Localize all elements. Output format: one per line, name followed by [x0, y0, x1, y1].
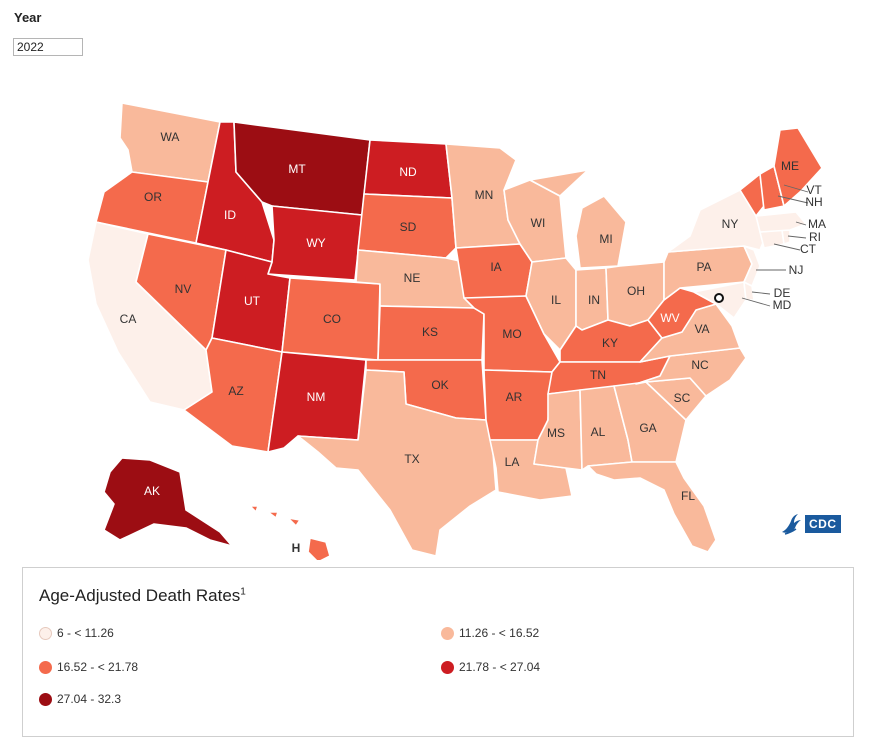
- leader-line: [741, 297, 771, 307]
- leader-line: [777, 195, 809, 204]
- state-label-UT: UT: [244, 294, 261, 308]
- state-label-IN: IN: [588, 293, 600, 307]
- legend-item-label: 11.26 - < 16.52: [459, 626, 540, 640]
- leader-line: [787, 235, 807, 239]
- legend-item-label: 6 - < 11.26: [57, 626, 114, 640]
- state-label-NH: NH: [805, 195, 822, 209]
- state-label-MI: MI: [599, 232, 612, 246]
- legend-swatch: [39, 660, 52, 674]
- state-KS[interactable]: [377, 305, 485, 361]
- state-label-WA: WA: [161, 130, 180, 144]
- legend-item-label: 27.04 - 32.3: [57, 692, 122, 706]
- state-label-NY: NY: [722, 217, 739, 231]
- state-HI[interactable]: [249, 505, 331, 560]
- cdc-logo: CDC: [780, 512, 841, 536]
- state-label-SC: SC: [674, 391, 691, 405]
- state-label-MS: MS: [547, 426, 565, 440]
- year-input[interactable]: [13, 38, 83, 56]
- state-MA[interactable]: [755, 211, 807, 233]
- leader-line: [751, 291, 771, 295]
- legend-swatch: [39, 626, 52, 640]
- state-label-SD: SD: [400, 220, 417, 234]
- state-label-MO: MO: [502, 327, 521, 341]
- state-label-OH: OH: [627, 284, 645, 298]
- legend-item: 27.04 - 32.3: [39, 692, 121, 706]
- state-label-IL: IL: [551, 293, 561, 307]
- state-label-KY: KY: [602, 336, 618, 350]
- hhs-eagle-icon: [782, 514, 801, 535]
- year-filter-label: Year: [14, 10, 42, 25]
- state-label-KS: KS: [422, 325, 438, 339]
- state-TX[interactable]: [297, 369, 497, 557]
- state-label-AK: AK: [144, 484, 160, 498]
- state-label-VT: VT: [806, 183, 822, 197]
- state-label-NE: NE: [404, 271, 421, 285]
- state-label-DE: DE: [774, 286, 791, 300]
- state-label-HI: H: [292, 541, 301, 555]
- cdc-logo-text: CDC: [805, 515, 841, 533]
- state-label-TX: TX: [404, 452, 419, 466]
- state-label-VA: VA: [694, 322, 709, 336]
- state-AK[interactable]: [103, 457, 233, 547]
- state-SD[interactable]: [357, 193, 457, 259]
- state-label-AZ: AZ: [228, 384, 243, 398]
- state-label-CT: CT: [800, 242, 817, 256]
- leader-line: [773, 243, 801, 251]
- legend-swatch: [441, 626, 454, 640]
- state-label-MD: MD: [773, 298, 792, 312]
- state-label-ND: ND: [399, 165, 417, 179]
- state-FL[interactable]: [587, 461, 717, 553]
- legend-item: 16.52 - < 21.78: [39, 660, 138, 674]
- state-label-MN: MN: [475, 188, 494, 202]
- state-label-NC: NC: [691, 358, 709, 372]
- state-label-AR: AR: [506, 390, 523, 404]
- state-label-WY: WY: [306, 236, 325, 250]
- state-NJ[interactable]: [743, 245, 761, 287]
- legend-swatch: [39, 692, 52, 706]
- us-choropleth-map: WA OR CA ID NV MT WY UT AZ CO NM ND SD N…: [87, 102, 826, 560]
- state-label-NV: NV: [175, 282, 192, 296]
- legend-footnote: 1: [240, 586, 246, 598]
- state-label-MT: MT: [288, 162, 306, 176]
- state-label-NJ: NJ: [789, 263, 804, 277]
- state-label-PA: PA: [696, 260, 711, 274]
- state-label-RI: RI: [809, 230, 821, 244]
- state-label-FL: FL: [681, 489, 695, 503]
- legend-item-label: 21.78 - < 27.04: [459, 660, 541, 674]
- state-label-CA: CA: [120, 312, 137, 326]
- legend-title: Age-Adjusted Death Rates1: [39, 586, 246, 605]
- state-label-TN: TN: [590, 368, 606, 382]
- leader-line: [783, 184, 809, 193]
- legend-item: 11.26 - < 16.52: [441, 626, 539, 640]
- state-label-MA: MA: [808, 217, 826, 231]
- legend-swatch: [441, 660, 454, 674]
- legend-item-label: 16.52 - < 21.78: [57, 660, 139, 674]
- state-label-OK: OK: [431, 378, 448, 392]
- state-NC[interactable]: [635, 347, 747, 397]
- state-OR[interactable]: [95, 171, 209, 244]
- state-RI[interactable]: [781, 229, 791, 245]
- state-label-IA: IA: [490, 260, 501, 274]
- state-label-GA: GA: [639, 421, 656, 435]
- state-label-CO: CO: [323, 312, 341, 326]
- dc-marker[interactable]: [714, 293, 724, 303]
- state-label-ID: ID: [224, 208, 236, 222]
- legend-item: 21.78 - < 27.04: [441, 660, 540, 674]
- state-ME[interactable]: [773, 127, 823, 207]
- state-label-AL: AL: [591, 425, 606, 439]
- state-label-LA: LA: [505, 455, 520, 469]
- state-label-OR: OR: [144, 190, 162, 204]
- state-label-ME: ME: [781, 159, 799, 173]
- leader-line: [795, 221, 807, 226]
- state-label-WI: WI: [531, 216, 546, 230]
- state-AR[interactable]: [483, 369, 553, 441]
- map-legend: Age-Adjusted Death Rates1 6 - < 11.26 11…: [22, 567, 854, 737]
- legend-item: 6 - < 11.26: [39, 626, 114, 640]
- state-label-NM: NM: [307, 390, 326, 404]
- state-label-WV: WV: [660, 311, 679, 325]
